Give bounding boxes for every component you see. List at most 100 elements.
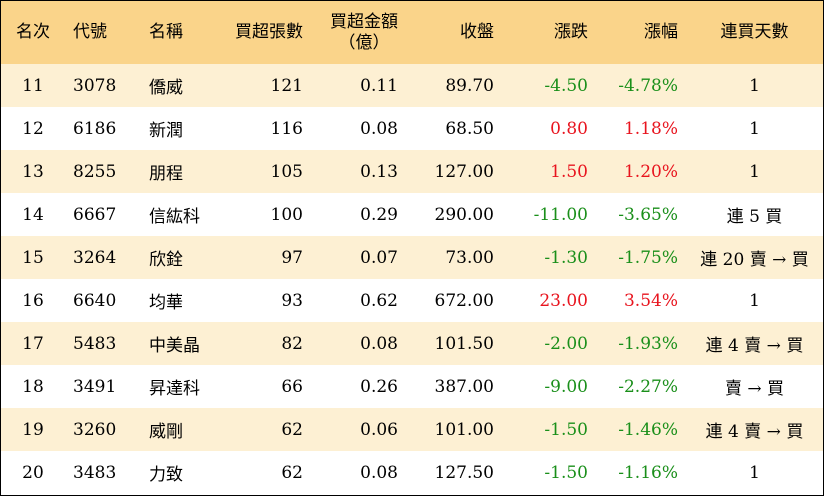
cell-change-pct: -2.27% bbox=[618, 376, 678, 397]
cell-close: 73.00 bbox=[445, 247, 494, 268]
cell-name: 欣銓 bbox=[149, 250, 183, 270]
header-code: 代號 bbox=[73, 22, 107, 42]
cell-change: 23.00 bbox=[539, 290, 588, 311]
cell-rank: 17 bbox=[22, 333, 44, 354]
cell-name: 中美晶 bbox=[149, 336, 200, 356]
cell-rank: 14 bbox=[22, 204, 44, 225]
table-row: 12 6186 新潤 116 0.08 68.50 0.80 1.18% 1 bbox=[1, 107, 823, 150]
table-header-row: 名次 代號 名稱 買超張數 買超金額 （億） 收盤 漲跌 漲幅 連買天數 bbox=[1, 1, 823, 64]
cell-amount: 0.08 bbox=[360, 462, 398, 483]
cell-rank: 18 bbox=[22, 376, 44, 397]
header-rank: 名次 bbox=[16, 22, 50, 42]
cell-lots: 62 bbox=[281, 419, 303, 440]
cell-change: -4.50 bbox=[544, 75, 588, 96]
cell-close: 127.00 bbox=[434, 161, 494, 182]
table-row: 15 3264 欣銓 97 0.07 73.00 -1.30 -1.75% 連 … bbox=[1, 236, 823, 279]
header-net-buy-amount-line1: 買超金額 bbox=[330, 11, 398, 32]
cell-amount: 0.08 bbox=[360, 118, 398, 139]
cell-code: 3491 bbox=[73, 376, 117, 397]
cell-name: 僑威 bbox=[149, 78, 183, 98]
header-consecutive-days: 連買天數 bbox=[720, 22, 789, 42]
cell-amount: 0.29 bbox=[360, 204, 398, 225]
header-net-buy-lots: 買超張數 bbox=[235, 22, 303, 42]
cell-code: 8255 bbox=[73, 161, 117, 182]
cell-name: 信紘科 bbox=[149, 207, 200, 227]
header-change-pct: 漲幅 bbox=[644, 22, 678, 42]
table-row: 17 5483 中美晶 82 0.08 101.50 -2.00 -1.93% … bbox=[1, 322, 823, 365]
cell-consecutive-days: 1 bbox=[749, 75, 760, 96]
cell-change-pct: -1.93% bbox=[618, 333, 678, 354]
cell-name: 朋程 bbox=[149, 164, 183, 184]
cell-rank: 13 bbox=[22, 161, 44, 182]
cell-code: 3264 bbox=[73, 247, 117, 268]
cell-change-pct: -1.16% bbox=[618, 462, 678, 483]
cell-lots: 100 bbox=[270, 204, 303, 225]
cell-consecutive-days: 1 bbox=[749, 118, 760, 139]
header-name: 名稱 bbox=[149, 22, 183, 42]
cell-amount: 0.13 bbox=[360, 161, 398, 182]
cell-code: 5483 bbox=[73, 333, 117, 354]
cell-code: 3483 bbox=[73, 462, 117, 483]
cell-amount: 0.07 bbox=[360, 247, 398, 268]
cell-lots: 105 bbox=[270, 161, 303, 182]
cell-change: -1.50 bbox=[544, 462, 588, 483]
cell-change: -1.50 bbox=[544, 419, 588, 440]
cell-change-pct: -1.75% bbox=[618, 247, 678, 268]
cell-name: 新潤 bbox=[149, 121, 183, 141]
cell-close: 672.00 bbox=[434, 290, 494, 311]
cell-lots: 93 bbox=[281, 290, 303, 311]
header-close: 收盤 bbox=[460, 22, 494, 42]
cell-rank: 19 bbox=[22, 419, 44, 440]
cell-change-pct: 1.18% bbox=[623, 118, 678, 139]
cell-name: 均華 bbox=[149, 293, 183, 313]
cell-change-pct: -1.46% bbox=[618, 419, 678, 440]
cell-code: 6186 bbox=[73, 118, 117, 139]
cell-code: 6640 bbox=[73, 290, 117, 311]
cell-rank: 16 bbox=[22, 290, 44, 311]
cell-change: -1.30 bbox=[544, 247, 588, 268]
cell-change-pct: -4.78% bbox=[618, 75, 678, 96]
cell-lots: 62 bbox=[281, 462, 303, 483]
cell-lots: 116 bbox=[270, 118, 303, 139]
cell-name: 威剛 bbox=[149, 422, 183, 442]
table-row: 14 6667 信紘科 100 0.29 290.00 -11.00 -3.65… bbox=[1, 193, 823, 236]
cell-rank: 15 bbox=[22, 247, 44, 268]
cell-lots: 121 bbox=[270, 75, 303, 96]
cell-name: 力致 bbox=[149, 465, 183, 485]
cell-consecutive-days: 連 4 賣 → 買 bbox=[705, 422, 804, 442]
cell-close: 127.50 bbox=[434, 462, 494, 483]
cell-amount: 0.08 bbox=[360, 333, 398, 354]
cell-lots: 82 bbox=[281, 333, 303, 354]
table-row: 19 3260 威剛 62 0.06 101.00 -1.50 -1.46% 連… bbox=[1, 408, 823, 451]
table-row: 16 6640 均華 93 0.62 672.00 23.00 3.54% 1 bbox=[1, 279, 823, 322]
cell-lots: 97 bbox=[281, 247, 303, 268]
cell-lots: 66 bbox=[281, 376, 303, 397]
header-change: 漲跌 bbox=[554, 22, 588, 42]
cell-rank: 12 bbox=[22, 118, 44, 139]
cell-rank: 11 bbox=[22, 75, 44, 96]
cell-change-pct: 1.20% bbox=[623, 161, 678, 182]
table-row: 13 8255 朋程 105 0.13 127.00 1.50 1.20% 1 bbox=[1, 150, 823, 193]
cell-close: 101.00 bbox=[434, 419, 494, 440]
cell-consecutive-days: 連 4 賣 → 買 bbox=[705, 336, 804, 356]
cell-code: 3260 bbox=[73, 419, 117, 440]
cell-consecutive-days: 賣 → 買 bbox=[724, 379, 785, 399]
cell-close: 89.70 bbox=[445, 75, 494, 96]
cell-close: 68.50 bbox=[445, 118, 494, 139]
header-net-buy-amount: 買超金額 （億） bbox=[311, 1, 406, 64]
table-row: 18 3491 昇達科 66 0.26 387.00 -9.00 -2.27% … bbox=[1, 365, 823, 408]
cell-rank: 20 bbox=[22, 462, 44, 483]
header-net-buy-amount-line2: （億） bbox=[338, 32, 390, 53]
cell-close: 290.00 bbox=[434, 204, 494, 225]
cell-consecutive-days: 1 bbox=[749, 290, 760, 311]
cell-consecutive-days: 連 20 賣 → 買 bbox=[700, 250, 809, 270]
cell-amount: 0.06 bbox=[360, 419, 398, 440]
cell-change: 1.50 bbox=[550, 161, 588, 182]
cell-code: 3078 bbox=[73, 75, 117, 96]
cell-change: -11.00 bbox=[533, 204, 588, 225]
cell-amount: 0.26 bbox=[360, 376, 398, 397]
cell-change: -2.00 bbox=[544, 333, 588, 354]
cell-change: -9.00 bbox=[544, 376, 588, 397]
cell-close: 387.00 bbox=[434, 376, 494, 397]
